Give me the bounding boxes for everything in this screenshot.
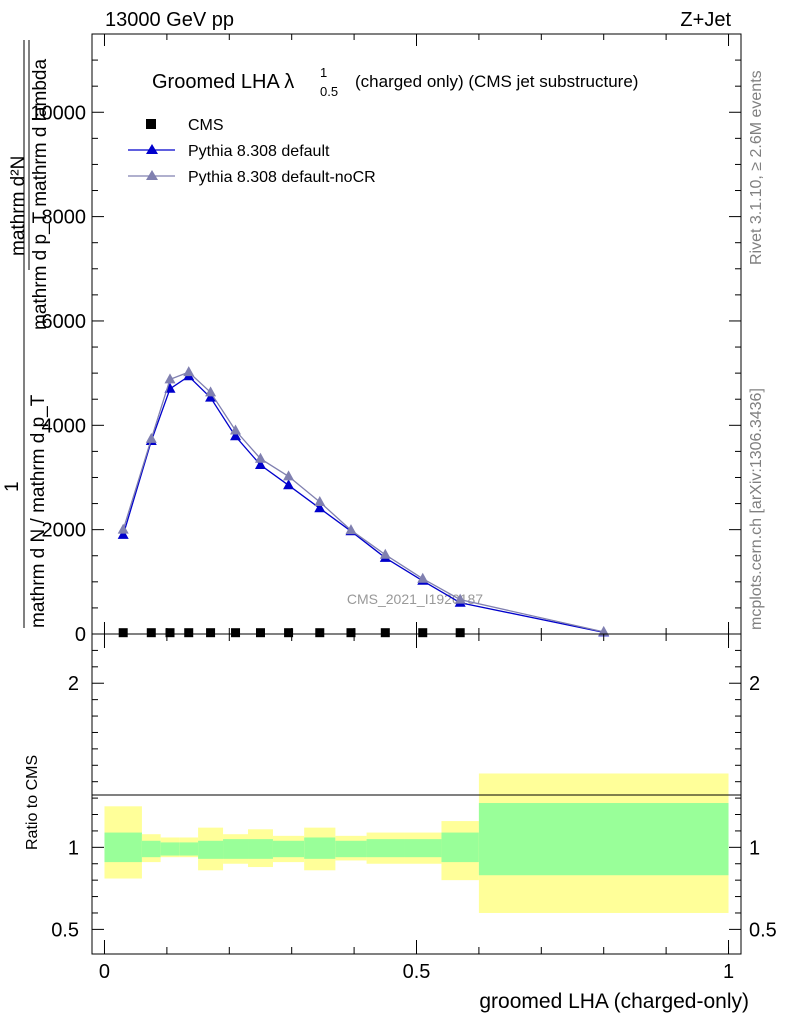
cms-data-point <box>165 628 175 638</box>
ratio-ytick-label: 1 <box>68 837 79 859</box>
cms-data-point <box>315 628 325 638</box>
cms-data-point <box>118 628 128 638</box>
nocr-series-point <box>205 386 217 397</box>
nocr-series-point <box>254 452 266 463</box>
title-subscript: 0.5 <box>320 84 338 99</box>
xtick-label: 0 <box>99 961 110 983</box>
ratio-stat-band <box>160 842 180 856</box>
ratio-ytick-label: 0.5 <box>51 919 79 941</box>
ylabel-one: 1 <box>2 481 23 492</box>
xtick-label: 0.5 <box>403 961 431 983</box>
legend-label-nocr: Pythia 8.308 default-noCR <box>188 169 376 186</box>
nocr-series-point <box>345 524 357 535</box>
nocr-series-point <box>145 432 157 443</box>
title-superscript: 1 <box>320 65 327 80</box>
legend-label-default: Pythia 8.308 default <box>188 143 330 160</box>
nocr-series-point <box>314 496 326 506</box>
legend-marker-nocr <box>146 170 158 180</box>
main-ytick-label: 0 <box>75 624 86 646</box>
default-series-point <box>117 528 129 539</box>
main-ytick-label: 6000 <box>42 311 87 333</box>
nocr-series-point <box>117 523 129 534</box>
ratio-ytick-label: 2 <box>68 673 79 695</box>
ratio-stat-band <box>304 837 336 859</box>
default-series-point <box>205 391 217 402</box>
cms-data-point <box>206 628 216 638</box>
ratio-ylabel: Ratio to CMS <box>24 755 41 850</box>
nocr-series-point <box>454 593 466 604</box>
cms-data-point <box>455 628 465 638</box>
main-series-group <box>117 366 610 638</box>
main-axis-ticks: 0 2000 4000 6000 8000 10000 <box>30 34 741 646</box>
nocr-series-point <box>164 373 176 384</box>
ratio-ytick-label-right: 0.5 <box>749 919 777 941</box>
nocr-series-point <box>283 470 295 481</box>
ylabel-denominator: mathrm d N / mathrm d p_T <box>28 394 49 628</box>
nocr-series-point <box>379 548 391 559</box>
cms-data-point <box>146 628 156 638</box>
title-main: Groomed LHA λ <box>152 71 294 93</box>
main-ylabel: mathrm d²N mathrm d p_T mathrm d lambda … <box>2 40 51 628</box>
default-series-point <box>230 430 242 441</box>
ratio-stat-band <box>179 842 199 856</box>
default-series-point <box>254 458 266 469</box>
cms-data-point <box>284 628 294 638</box>
cms-data-point <box>380 628 390 638</box>
ratio-stat-band <box>141 840 161 858</box>
cms-data-point <box>255 628 265 638</box>
mcplots-note: mcplots.cern.ch [arXiv:1306.3436] <box>748 388 765 630</box>
ratio-panel: 0.5 0.5 1 1 2 2 0 0.5 1 Ratio to CMS groomed LHA… <box>24 633 777 1013</box>
ylabel-denominator-top: mathrm d p_T mathrm d lambda <box>30 59 51 330</box>
ratio-stat-band <box>248 839 273 859</box>
legend-marker-default <box>146 144 158 154</box>
main-ytick-label: 8000 <box>42 207 87 229</box>
nocr-series-point <box>598 625 610 636</box>
nocr-series-point <box>183 366 195 377</box>
ratio-stat-band <box>478 803 729 876</box>
ratio-ytick-label-right: 2 <box>749 673 760 695</box>
ratio-axis-ticks: 0.5 0.5 1 1 2 2 0 0.5 1 <box>51 634 777 983</box>
ratio-stat-band <box>335 840 367 858</box>
nocr-series-line <box>122 371 604 633</box>
ratio-ytick-label-right: 1 <box>749 837 760 859</box>
title-rest: (charged only) (CMS jet substructure) <box>355 72 638 91</box>
default-series-point <box>314 502 326 513</box>
process-label: Z+Jet <box>680 9 731 31</box>
cms-data-point <box>346 628 356 638</box>
main-ytick-label: 4000 <box>42 415 87 437</box>
legend: CMS Pythia 8.308 default Pythia 8.308 de… <box>128 117 376 186</box>
ratio-stat-band <box>198 840 224 859</box>
nocr-series-point <box>417 572 429 583</box>
default-series-point <box>283 479 295 490</box>
rivet-note: Rivet 3.1.10, ≥ 2.6M events <box>748 70 765 265</box>
ratio-stat-band <box>104 832 142 863</box>
ylabel-numerator: mathrm d²N <box>8 156 29 256</box>
main-ytick-label: 2000 <box>42 520 87 542</box>
xtick-label: 1 <box>723 961 734 983</box>
ratio-stat-band <box>441 832 479 863</box>
plot-title: Groomed LHA λ 1 0.5 (charged only) (CMS … <box>152 65 638 99</box>
ratio-stat-band <box>272 840 305 858</box>
main-panel: 0 2000 4000 6000 8000 10000 CMS_2021_I1920187… <box>2 33 742 646</box>
ratio-stat-band <box>366 839 405 858</box>
ratio-stat-band <box>223 839 249 859</box>
nocr-series-point <box>230 424 242 435</box>
xaxis-label: groomed LHA (charged-only) <box>479 990 749 1013</box>
svg-text:Groomed LHA λ: Groomed LHA λ <box>152 71 294 93</box>
cms-data-point <box>418 628 428 638</box>
ratio-bands <box>104 773 729 913</box>
watermark: CMS_2021_I1920187 <box>347 591 483 607</box>
legend-label-cms: CMS <box>188 117 224 134</box>
ratio-stat-band <box>404 839 442 858</box>
cms-data-point <box>184 628 194 638</box>
legend-marker-cms <box>146 119 156 129</box>
main-ytick-label: 10000 <box>30 102 86 124</box>
cms-data-point <box>231 628 241 638</box>
default-series-line <box>122 375 604 634</box>
energy-label: 13000 GeV pp <box>105 9 234 31</box>
